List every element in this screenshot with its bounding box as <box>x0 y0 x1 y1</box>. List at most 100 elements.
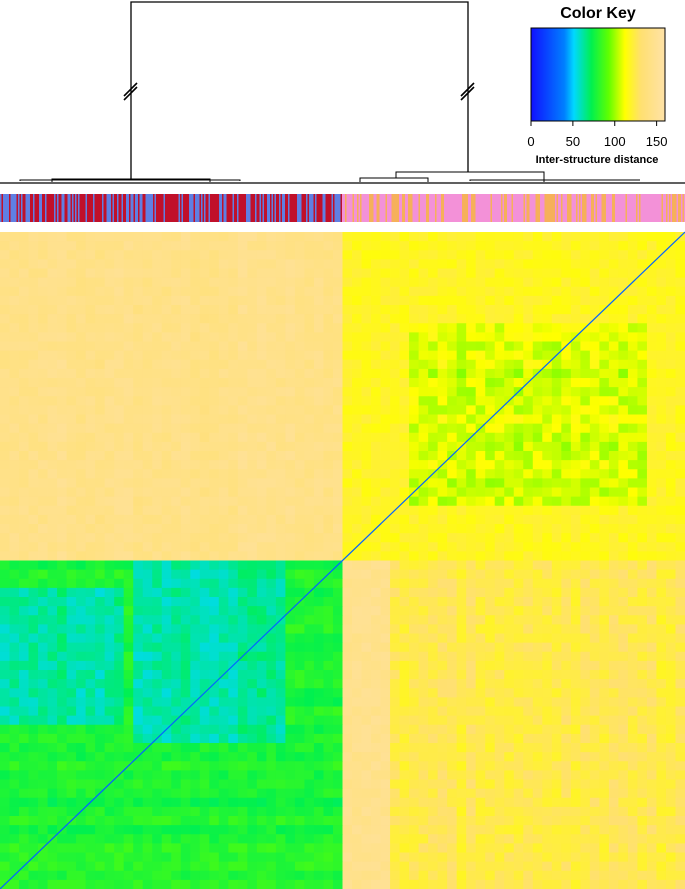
heatmap-cell <box>475 469 486 479</box>
heatmap-cell <box>399 460 410 470</box>
heatmap-cell <box>542 587 553 598</box>
heatmap-cell <box>646 414 657 425</box>
heatmap-cell <box>123 478 134 488</box>
heatmap-cell <box>171 496 182 507</box>
heatmap-cell <box>665 670 676 680</box>
heatmap-cell <box>133 387 144 397</box>
heatmap-cell <box>675 578 685 589</box>
heatmap-cell <box>675 569 685 580</box>
heatmap-cell <box>352 268 362 279</box>
heatmap-cell <box>627 514 638 525</box>
heatmap-cell <box>390 679 400 689</box>
annotation-stripe <box>213 194 215 222</box>
heatmap-cell <box>428 524 439 534</box>
heatmap-cell <box>371 487 381 498</box>
heatmap-cell <box>656 478 667 488</box>
heatmap-cell <box>47 578 58 589</box>
heatmap-cell <box>218 624 229 634</box>
heatmap-cell <box>618 724 629 735</box>
heatmap-cell <box>665 268 676 279</box>
heatmap-cell <box>637 624 648 634</box>
heatmap-cell <box>152 496 163 507</box>
heatmap-cell <box>285 423 296 434</box>
heatmap-cell <box>237 314 248 324</box>
heatmap-cell <box>513 469 524 479</box>
heatmap-cell <box>437 642 448 653</box>
heatmap-cell <box>66 259 77 269</box>
heatmap-cell <box>57 633 67 644</box>
heatmap-cell <box>266 797 277 808</box>
heatmap-cell <box>428 359 439 370</box>
heatmap-cell <box>275 505 286 516</box>
heatmap-cell <box>494 414 505 425</box>
heatmap-cell <box>28 688 39 698</box>
heatmap-cell <box>9 350 20 361</box>
heatmap-cell <box>76 551 87 561</box>
heatmap-cell <box>266 241 277 251</box>
heatmap-cell <box>437 615 448 625</box>
heatmap-cell <box>551 478 562 488</box>
heatmap-cell <box>380 606 391 616</box>
heatmap-cell <box>475 368 486 379</box>
heatmap-cell <box>47 569 58 580</box>
heatmap-cell <box>228 514 239 525</box>
heatmap-cell <box>57 514 67 525</box>
heatmap-cell <box>675 642 685 653</box>
heatmap-cell <box>456 241 467 251</box>
heatmap-cell <box>142 642 153 653</box>
heatmap-cell <box>171 387 182 397</box>
heatmap-cell <box>361 551 372 561</box>
heatmap-cell <box>294 825 305 835</box>
heatmap-cell <box>447 724 458 735</box>
heatmap-cell <box>9 432 20 443</box>
heatmap-cell <box>418 451 429 461</box>
heatmap-cell <box>561 359 572 370</box>
heatmap-cell <box>294 332 305 342</box>
heatmap-cell <box>199 423 210 434</box>
heatmap-cell <box>371 587 381 598</box>
heatmap-cell <box>171 752 182 762</box>
heatmap-cell <box>171 460 182 470</box>
heatmap-cell <box>123 770 134 780</box>
heatmap-cell <box>0 670 10 680</box>
heatmap-cell <box>656 396 667 406</box>
heatmap-cell <box>523 670 534 680</box>
heatmap-cell <box>180 587 191 598</box>
heatmap-cell <box>323 423 334 434</box>
annotation-stripe <box>528 194 530 222</box>
heatmap-cell <box>161 587 172 598</box>
heatmap-cell <box>418 524 429 534</box>
heatmap-cell <box>532 606 543 616</box>
heatmap-cell <box>294 724 305 735</box>
heatmap-cell <box>57 624 67 634</box>
heatmap-cell <box>627 478 638 488</box>
heatmap-cell <box>114 797 125 808</box>
heatmap-cell <box>180 551 191 561</box>
heatmap-cell <box>66 396 77 406</box>
heatmap-cell <box>409 633 420 644</box>
heatmap-cell <box>285 743 296 753</box>
heatmap-cell <box>247 569 258 580</box>
heatmap-cell <box>551 232 562 242</box>
heatmap-cell <box>637 259 648 269</box>
heatmap-cell <box>180 770 191 780</box>
heatmap-cell <box>237 788 248 799</box>
heatmap-cell <box>608 396 619 406</box>
heatmap-cell <box>580 688 591 698</box>
heatmap-cell <box>656 542 667 552</box>
heatmap-cell <box>218 359 229 370</box>
heatmap-cell <box>247 368 258 379</box>
heatmap-cell <box>66 487 77 498</box>
heatmap-cell <box>218 542 229 552</box>
heatmap-cell <box>675 551 685 561</box>
heatmap-cell <box>28 788 39 799</box>
heatmap-cell <box>551 323 562 333</box>
heatmap-cell <box>342 615 353 625</box>
heatmap-cell <box>95 825 106 835</box>
heatmap-cell <box>313 368 324 379</box>
heatmap-cell <box>447 469 458 479</box>
heatmap-cell <box>399 305 410 315</box>
heatmap-cell <box>218 752 229 762</box>
heatmap-cell <box>133 487 144 498</box>
heatmap-cell <box>76 332 87 342</box>
